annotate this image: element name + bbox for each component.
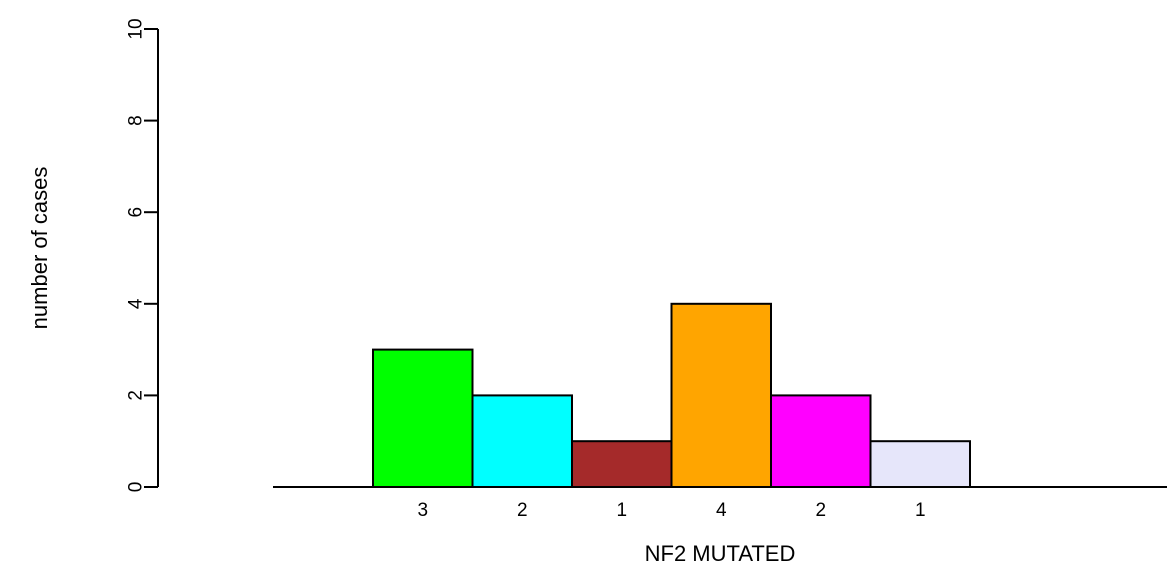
y-tick-label: 10 (126, 18, 147, 39)
y-axis-label: number of cases (27, 167, 52, 330)
y-tick-label: 2 (126, 390, 147, 401)
y-tick-label: 4 (126, 298, 147, 309)
x-tick-label-3: 4 (716, 500, 727, 521)
x-tick-labels: 3 2 1 4 2 1 (417, 500, 925, 521)
x-tick-label-1: 2 (517, 500, 528, 521)
x-axis-label: NF2 MUTATED (645, 541, 796, 566)
bar-2 (571, 440, 673, 489)
y-tick-label: 8 (126, 115, 147, 126)
bar-4 (770, 394, 872, 488)
bar-5 (869, 440, 971, 489)
y-axis: 0 2 4 6 8 10 (126, 18, 159, 493)
y-tick-label: 0 (126, 482, 147, 493)
y-tick-label: 6 (126, 207, 147, 218)
x-tick-label-4: 2 (815, 500, 826, 521)
x-tick-label-5: 1 (915, 500, 926, 521)
x-tick-label-2: 1 (616, 500, 627, 521)
bar-0 (372, 348, 474, 488)
bar-3 (670, 302, 772, 488)
bar-1 (471, 394, 573, 488)
bars (372, 302, 971, 489)
x-tick-label-0: 3 (417, 500, 428, 521)
